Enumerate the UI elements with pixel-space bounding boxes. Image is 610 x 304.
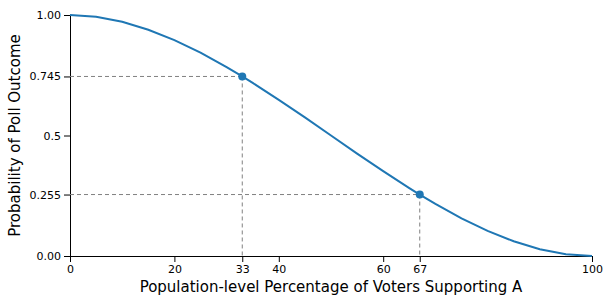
tick: 0 [67, 256, 74, 276]
axis-line [70, 16, 71, 257]
tick-mark [64, 15, 70, 16]
marks [70, 15, 592, 256]
tick-label: 100 [582, 263, 603, 276]
tick-label: 0.255 [30, 189, 62, 202]
tick: 33 [236, 256, 250, 276]
y-axis: 0.00 0.255 0.5 0.745 1.00 [30, 9, 71, 263]
tick-label: 40 [272, 263, 286, 276]
tick-mark [242, 256, 243, 262]
tick-mark [420, 256, 421, 262]
tick-mark [64, 195, 70, 196]
tick-label: 33 [236, 263, 250, 276]
tick: 100 [582, 256, 603, 276]
tick: 0.5 [44, 130, 71, 143]
curve [70, 15, 592, 256]
tick-mark [64, 256, 70, 257]
tick-label: 1.00 [37, 9, 62, 22]
x-axis-title: Population-level Percentage of Voters Su… [140, 278, 523, 296]
guide-line [70, 76, 242, 77]
tick-mark [64, 76, 70, 77]
tick-mark [592, 256, 593, 262]
tick-label: 0.5 [44, 130, 62, 143]
tick: 40 [272, 256, 286, 276]
plot: 0 20 33 40 60 67 100 0.00 0.255 0.5 0.745 1.00 [30, 9, 604, 276]
x-axis: 0 20 33 40 60 67 100 [67, 256, 603, 276]
tick-label: 67 [413, 263, 427, 276]
tick-mark [383, 256, 384, 262]
tick-label: 0.745 [30, 70, 62, 83]
point [238, 72, 246, 80]
tick: 20 [168, 256, 182, 276]
tick-label: 0 [67, 263, 74, 276]
tick-mark [279, 256, 280, 262]
tick: 67 [413, 256, 427, 276]
tick: 0.745 [30, 70, 71, 83]
guide-line [70, 194, 420, 195]
tick: 1.00 [37, 9, 71, 22]
tick: 60 [377, 256, 391, 276]
tick-label: 60 [377, 263, 391, 276]
tick-mark [70, 256, 71, 262]
guide-line [419, 195, 420, 256]
guide-line [242, 76, 243, 256]
tick: 0.00 [37, 250, 71, 263]
tick-mark [64, 136, 70, 137]
tick-label: 20 [168, 263, 182, 276]
tick: 0.255 [30, 189, 71, 202]
chart: 0 20 33 40 60 67 100 0.00 0.255 0.5 0.745 1.00 Popul… [0, 0, 610, 304]
point [416, 191, 424, 199]
tick-label: 0.00 [37, 250, 62, 263]
y-axis-title: Probability of Poll Outcome [6, 34, 24, 237]
axis-line [71, 256, 593, 257]
tick-mark [174, 256, 175, 262]
